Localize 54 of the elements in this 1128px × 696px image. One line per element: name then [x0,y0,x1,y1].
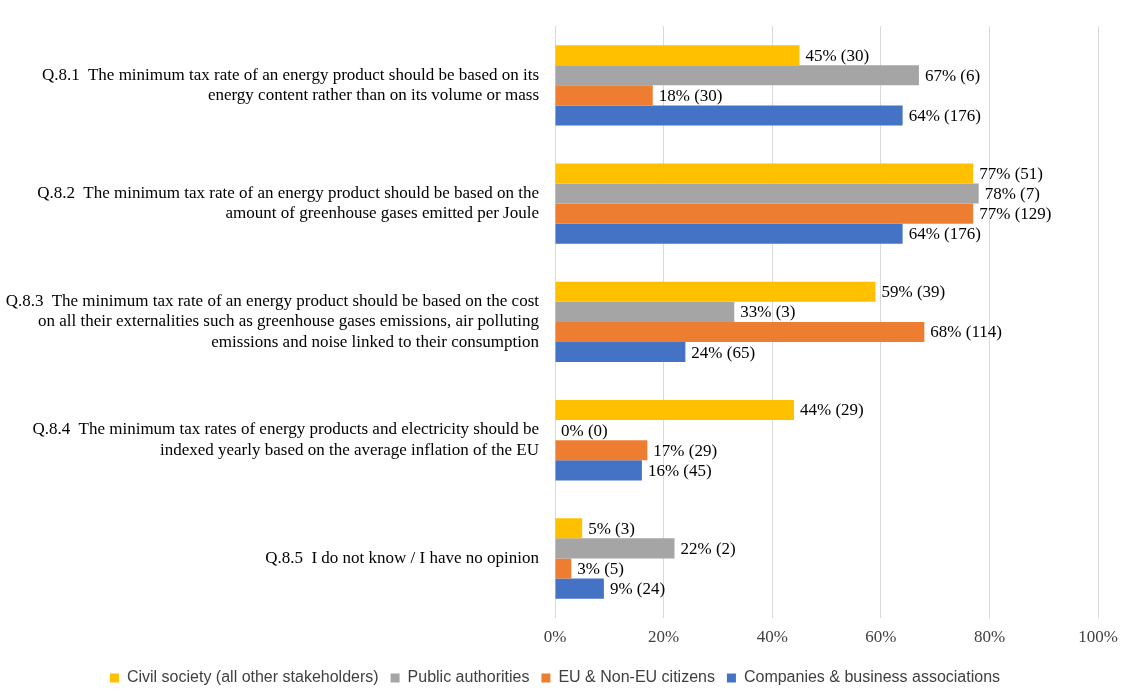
data-label: 16% (45) [647,460,712,480]
data-label: 33% (3) [740,302,796,322]
x-tick-label: 40% [756,627,788,647]
bar [555,460,642,481]
data-label: 5% (3) [588,518,635,538]
bar [555,223,903,244]
bar [555,399,794,421]
data-label: 24% (65) [691,342,756,362]
data-label: 3% (5) [577,558,625,578]
bar [555,105,903,126]
bar [555,163,974,184]
x-tick-label: 0% [543,627,567,647]
y-tick-label: Q.8.4 The minimum tax rates of energy products and electricity should be indexed yearly based on the average inflation of the EU [32,419,539,459]
bar [555,538,675,559]
x-tick-label: 100% [1078,627,1119,647]
x-tick-label: 60% [865,627,897,647]
data-label: 22% (2) [680,538,736,558]
data-label: 0% (0) [561,420,608,440]
bar [555,321,925,343]
data-label: 17% (29) [653,440,718,460]
legend-label: Companies & business associations [743,668,1001,686]
data-label: 77% (129) [979,204,1052,224]
data-label: 77% (51) [979,163,1043,183]
bar [555,440,648,461]
bar [555,342,686,363]
legend-label: Civil society (all other stakeholders) [126,668,379,686]
y-tick-label: Q.8.5 I do not know / I have no opinion [265,547,540,567]
bar [555,65,919,86]
x-tick-label: 80% [973,627,1006,647]
data-label: 78% (7) [984,184,1040,204]
bar [555,203,974,224]
data-label: 18% (30) [658,85,723,105]
bar [555,85,653,106]
bar [555,518,583,539]
bar [555,301,735,322]
data-label: 59% (39) [881,282,946,302]
data-label: 68% (114) [930,322,1002,342]
bar [555,281,876,302]
bar [555,183,979,204]
data-label: 64% (176) [908,105,981,125]
bar [555,558,572,579]
bar [555,578,604,599]
y-tick-label: Q.8.3 The minimum tax rate of an energy product should be based on the cost on all their externalities such as greenhouse gases emissions, air polluting emissions and noise linked to their consumption [5,290,540,351]
data-label: 45% (30) [805,45,870,65]
data-label: 44% (29) [799,400,864,420]
y-tick-label: Q.8.2 The minimum tax rate of an energy product should be based on the amount of greenhouse gases emitted per Joule [37,182,539,223]
data-label: 64% (176) [908,224,981,244]
data-label: 9% (24) [609,579,666,599]
bar [555,45,800,66]
x-tick-label: 20% [648,627,680,647]
y-tick-label: Q.8.1 The minimum tax rate of an energy product should be based on its energy content rather than on its volume or mass [42,64,539,105]
legend-label: EU & Non-EU citizens [558,668,715,686]
legend-label: Public authorities [407,668,530,686]
data-label: 67% (6) [924,65,981,85]
